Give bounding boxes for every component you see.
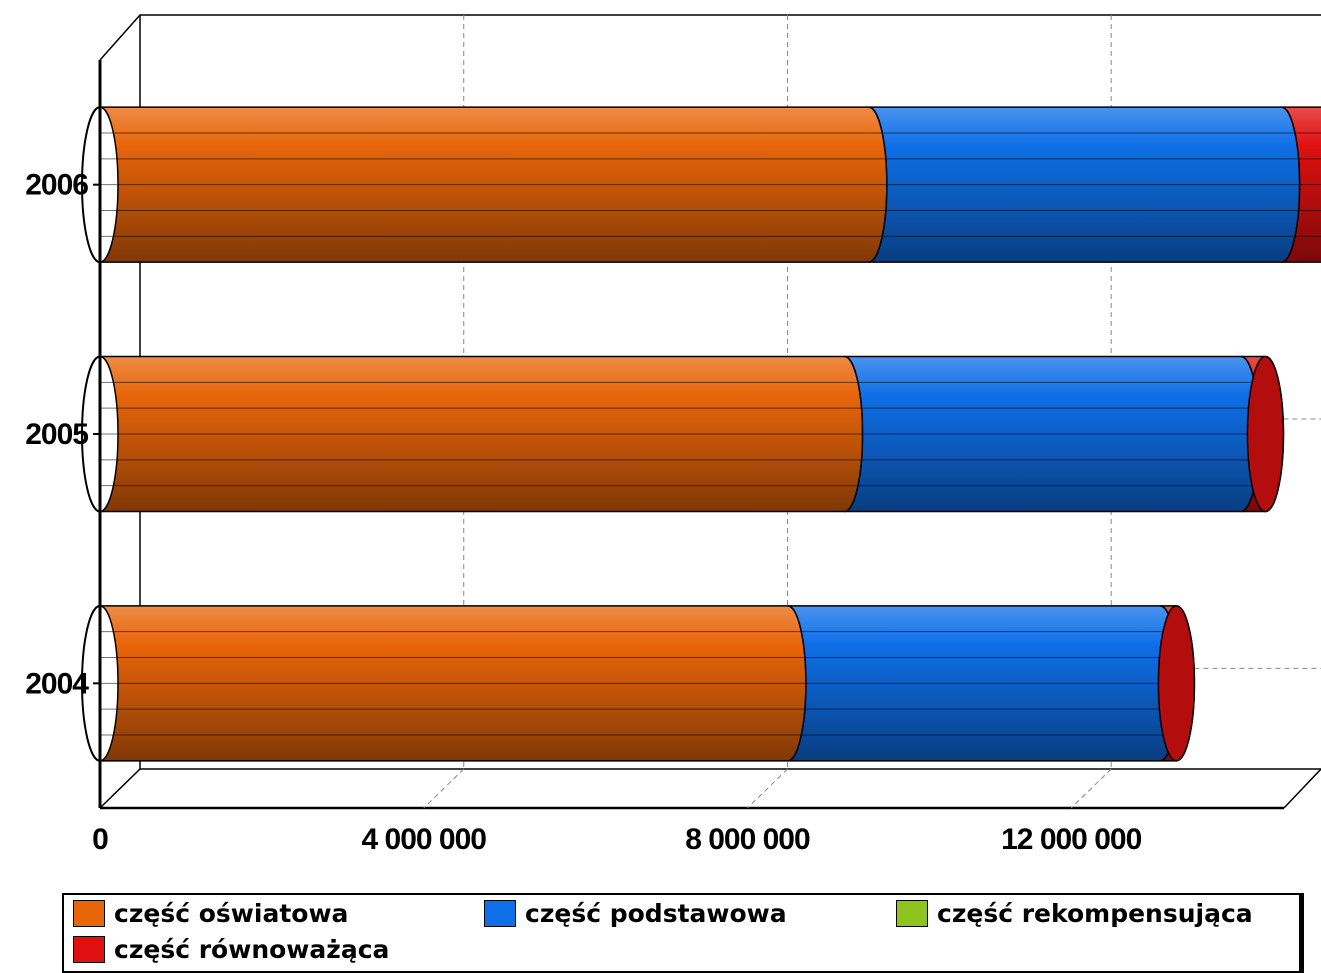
floor-left-edge bbox=[99, 768, 141, 809]
legend-label-rownowazaca: część równoważąca bbox=[114, 935, 390, 964]
gridline-floor-1 bbox=[423, 768, 465, 809]
bar-start-rim-2006 bbox=[81, 106, 101, 264]
legend-label-oswiatowa: część oświatowa bbox=[114, 899, 349, 928]
bar-cap-2004 bbox=[1157, 605, 1196, 762]
chart: 0 4 000 000 8 000 000 12 000 000 2006 2005 200… bbox=[25, 14, 1321, 856]
x-tick-label-1: 4 000 000 bbox=[361, 823, 486, 856]
x-tick-label-2: 8 000 000 bbox=[685, 823, 810, 856]
legend-item-rownowazaca: część równoważąca bbox=[73, 935, 389, 964]
legend-swatch-rekompensujaca bbox=[896, 900, 928, 927]
gridline-floor-2 bbox=[747, 768, 788, 809]
x-tick-label-0: 0 bbox=[92, 823, 108, 856]
y-tick-label-2004: 2004 bbox=[25, 667, 89, 700]
y-tick-label-2005: 2005 bbox=[25, 418, 88, 451]
chart-legend: część oświatowa część podstawowa część r… bbox=[62, 893, 1304, 973]
y-tick-label-2006: 2006 bbox=[25, 169, 88, 202]
bar-cap-2005 bbox=[1246, 355, 1285, 513]
legend-label-podstawowa: część podstawowa bbox=[525, 899, 787, 928]
legend-swatch-rownowazaca bbox=[73, 936, 105, 963]
bar-start-rim-2004 bbox=[81, 604, 101, 762]
chart-bars bbox=[81, 106, 1321, 762]
bar-start-rim-2005 bbox=[81, 355, 101, 513]
legend-item-podstawowa: część podstawowa bbox=[484, 899, 787, 928]
floor-right-edge bbox=[1283, 768, 1321, 809]
chart-labels: 0 4 000 000 8 000 000 12 000 000 2006 2005 200… bbox=[25, 169, 1142, 856]
legend-item-rekompensujaca: część rekompensująca bbox=[896, 899, 1253, 928]
legend-swatch-podstawowa bbox=[484, 900, 516, 927]
x-tick-label-3: 12 000 000 bbox=[1001, 823, 1141, 856]
legend-item-oswiatowa: część oświatowa bbox=[73, 899, 348, 928]
back-wall-top-edge bbox=[99, 14, 1321, 61]
legend-swatch-oswiatowa bbox=[73, 900, 105, 927]
legend-label-rekompensujaca: część rekompensująca bbox=[937, 899, 1253, 928]
gridline-floor-3 bbox=[1070, 768, 1112, 809]
